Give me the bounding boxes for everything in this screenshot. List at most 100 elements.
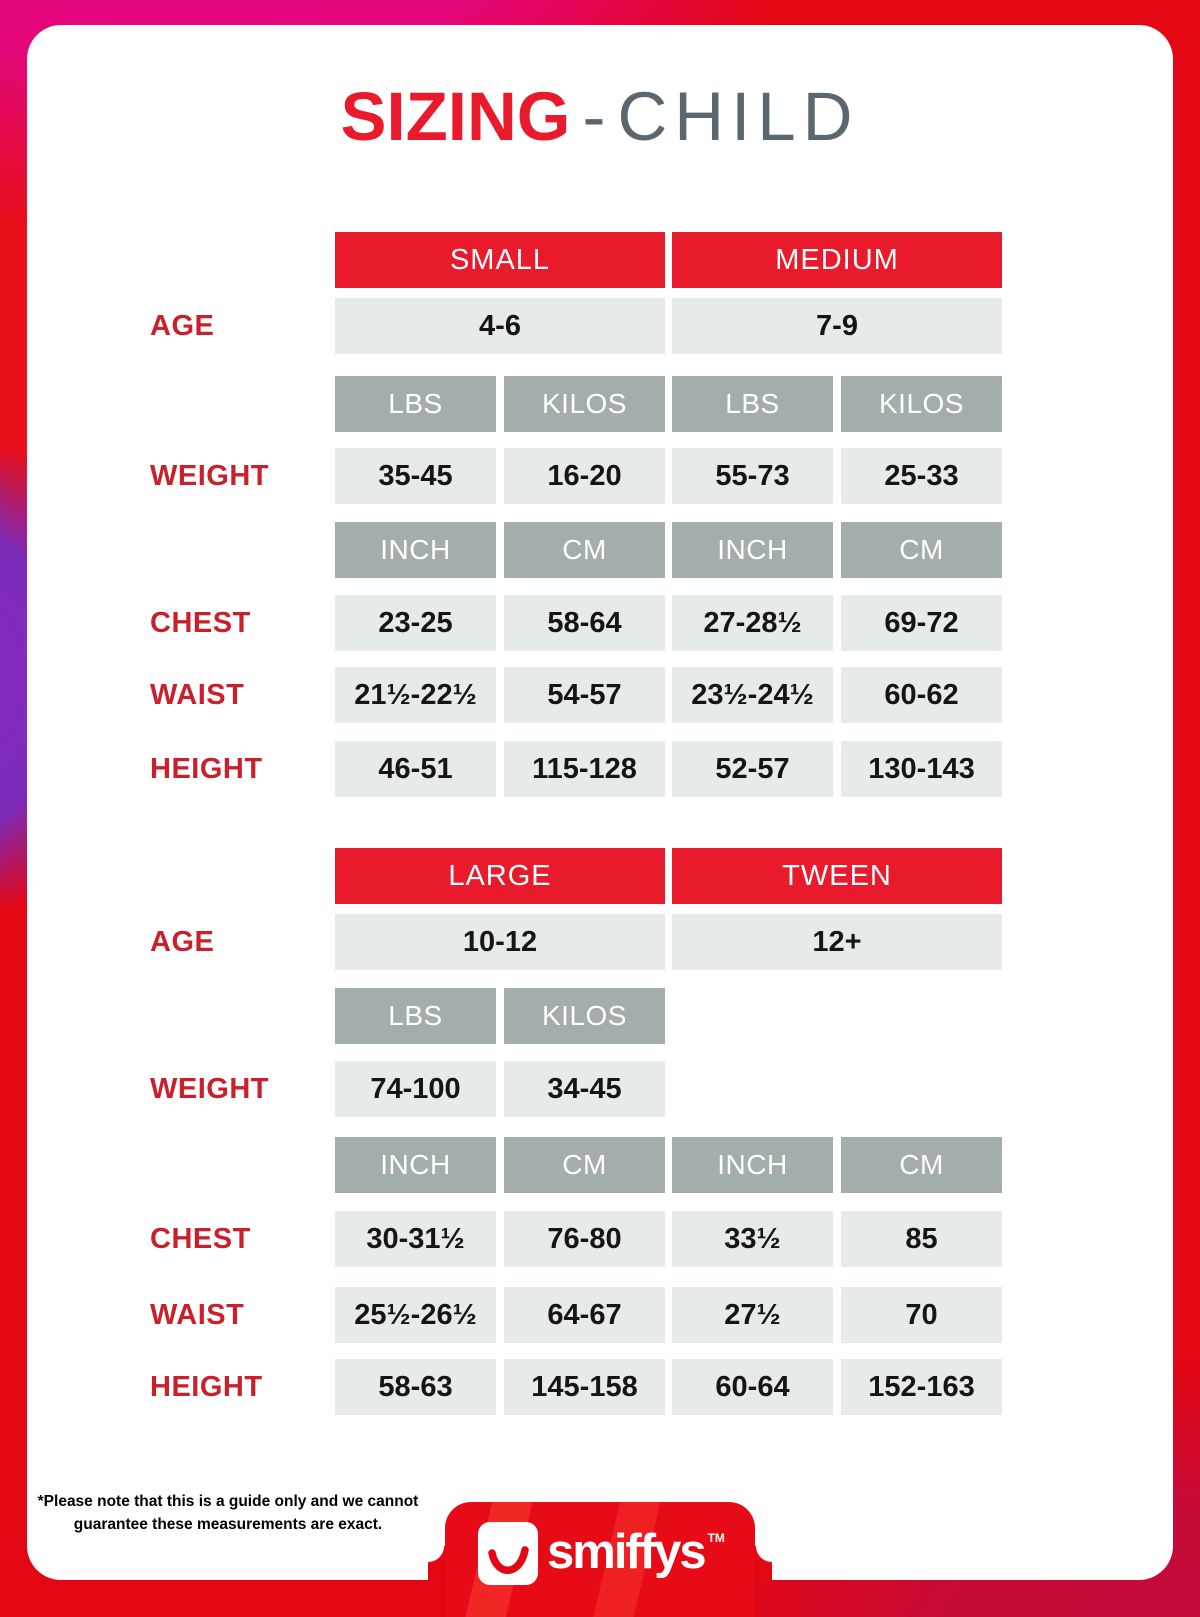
chest-cm-medium: 69-72 — [841, 595, 1002, 651]
column-header-small: SMALL — [335, 232, 665, 288]
disclaimer-line-1: *Please note that this is a guide only a… — [37, 1493, 419, 1510]
value-group: 52-57 130-143 — [672, 741, 1002, 797]
row-label-weight: WEIGHT — [150, 1072, 269, 1105]
value-group: 27-28½ 69-72 — [672, 595, 1002, 651]
group-gap — [665, 1137, 672, 1193]
weight-lbs-medium: 55-73 — [672, 448, 833, 504]
age-row: AGE 10-12 12+ — [150, 914, 1002, 970]
smile-glyph — [488, 1546, 529, 1574]
row-label-weight: WEIGHT — [150, 459, 269, 492]
row-label-chest: CHEST — [150, 606, 251, 639]
weight-kilos-small: 16-20 — [504, 448, 665, 504]
group-gap — [665, 595, 672, 651]
waist-inch-tween: 27½ — [672, 1287, 833, 1343]
unit-header-inch: INCH — [672, 1137, 833, 1193]
age-value-medium: 7-9 — [672, 298, 1002, 354]
weight-lbs-small: 35-45 — [335, 448, 496, 504]
disclaimer-note: *Please note that this is a guide only a… — [37, 1490, 419, 1537]
group-gap — [665, 376, 672, 432]
trademark-symbol: TM — [707, 1531, 725, 1545]
value-group: 55-73 25-33 — [672, 448, 1002, 504]
brand-wordmark: smiffys TM — [547, 1524, 725, 1580]
empty-cell — [672, 1061, 1002, 1117]
weight-kilos-medium: 25-33 — [841, 448, 1002, 504]
row-label-waist: WAIST — [150, 1298, 245, 1331]
unit-header-group: INCH CM — [335, 1137, 665, 1193]
value-group: 21½-22½ 54-57 — [335, 667, 665, 723]
chest-cm-small: 58-64 — [504, 595, 665, 651]
weight-row: WEIGHT 74-100 34-45 — [150, 1061, 1002, 1117]
unit-header-group: INCH CM — [672, 1137, 1002, 1193]
value-group: 74-100 34-45 — [335, 1061, 665, 1117]
chest-inch-medium: 27-28½ — [672, 595, 833, 651]
unit-header-cm: CM — [504, 1137, 665, 1193]
size-table-small-medium: SMALL MEDIUM AGE 4-6 7-9 LBS KILOS LBS — [150, 232, 1002, 797]
title-primary: SIZING — [340, 78, 571, 155]
height-inch-small: 46-51 — [335, 741, 496, 797]
height-cm-medium: 130-143 — [841, 741, 1002, 797]
waist-inch-medium: 23½-24½ — [672, 667, 833, 723]
waist-row: WAIST 21½-22½ 54-57 23½-24½ 60-62 — [150, 667, 1002, 723]
chest-inch-large: 30-31½ — [335, 1211, 496, 1267]
group-gap — [665, 1359, 672, 1415]
chest-cm-tween: 85 — [841, 1211, 1002, 1267]
row-label-height: HEIGHT — [150, 752, 263, 785]
group-gap — [665, 1287, 672, 1343]
chest-inch-tween: 33½ — [672, 1211, 833, 1267]
unit-header-group: LBS KILOS — [335, 376, 665, 432]
height-cm-small: 115-128 — [504, 741, 665, 797]
group-gap — [665, 848, 672, 904]
row-label-age: AGE — [150, 309, 215, 342]
unit-header-inch: INCH — [672, 522, 833, 578]
title-secondary: CHILD — [617, 78, 860, 155]
unit-header-inch: INCH — [335, 1137, 496, 1193]
weight-kilos-large: 34-45 — [504, 1061, 665, 1117]
unit-header-kilos: KILOS — [504, 988, 665, 1044]
unit-header-kilos: KILOS — [504, 376, 665, 432]
size-table-large-tween: LARGE TWEEN AGE 10-12 12+ LBS KILOS — [150, 848, 1002, 1415]
row-label-spacer — [150, 376, 335, 432]
row-label-age: AGE — [150, 925, 215, 958]
age-row: AGE 4-6 7-9 — [150, 298, 1002, 354]
age-value-large: 10-12 — [335, 914, 665, 970]
group-gap — [665, 448, 672, 504]
group-gap — [665, 1061, 672, 1117]
row-label-spacer — [150, 522, 335, 578]
row-label-spacer — [150, 848, 335, 904]
height-row: HEIGHT 58-63 145-158 60-64 152-163 — [150, 1359, 1002, 1415]
group-gap — [665, 667, 672, 723]
group-gap — [665, 914, 672, 970]
height-row: HEIGHT 46-51 115-128 52-57 130-143 — [150, 741, 1002, 797]
unit-header-group: INCH CM — [672, 522, 1002, 578]
value-group: 23½-24½ 60-62 — [672, 667, 1002, 723]
weight-lbs-large: 74-100 — [335, 1061, 496, 1117]
smiffys-smile-icon — [478, 1522, 538, 1585]
group-gap — [665, 741, 672, 797]
value-group: 27½ 70 — [672, 1287, 1002, 1343]
value-group: 58-63 145-158 — [335, 1359, 665, 1415]
unit-header-kilos: KILOS — [841, 376, 1002, 432]
value-group: 35-45 16-20 — [335, 448, 665, 504]
unit-header-group: INCH CM — [335, 522, 665, 578]
group-gap — [665, 232, 672, 288]
chest-row: CHEST 30-31½ 76-80 33½ 85 — [150, 1211, 1002, 1267]
content-sheet: SIZING - CHILD SMALL MEDIUM AGE 4-6 7-9 LB… — [27, 25, 1173, 1580]
unit-header-inch: INCH — [335, 522, 496, 578]
height-inch-tween: 60-64 — [672, 1359, 833, 1415]
row-label-spacer — [150, 232, 335, 288]
unit-header-group: LBS KILOS — [672, 376, 1002, 432]
unit-header-cm: CM — [504, 522, 665, 578]
chest-inch-small: 23-25 — [335, 595, 496, 651]
title-separator: - — [582, 78, 606, 155]
waist-cm-large: 64-67 — [504, 1287, 665, 1343]
unit-header-lbs: LBS — [672, 376, 833, 432]
group-gap — [665, 988, 672, 1044]
height-cm-tween: 152-163 — [841, 1359, 1002, 1415]
value-group: 25½-26½ 64-67 — [335, 1287, 665, 1343]
row-label-waist: WAIST — [150, 678, 245, 711]
page-title: SIZING - CHILD — [27, 79, 1173, 155]
unit-header-lbs: LBS — [335, 376, 496, 432]
disclaimer-line-2: guarantee these measurements are exact. — [73, 1516, 383, 1534]
value-group: 33½ 85 — [672, 1211, 1002, 1267]
